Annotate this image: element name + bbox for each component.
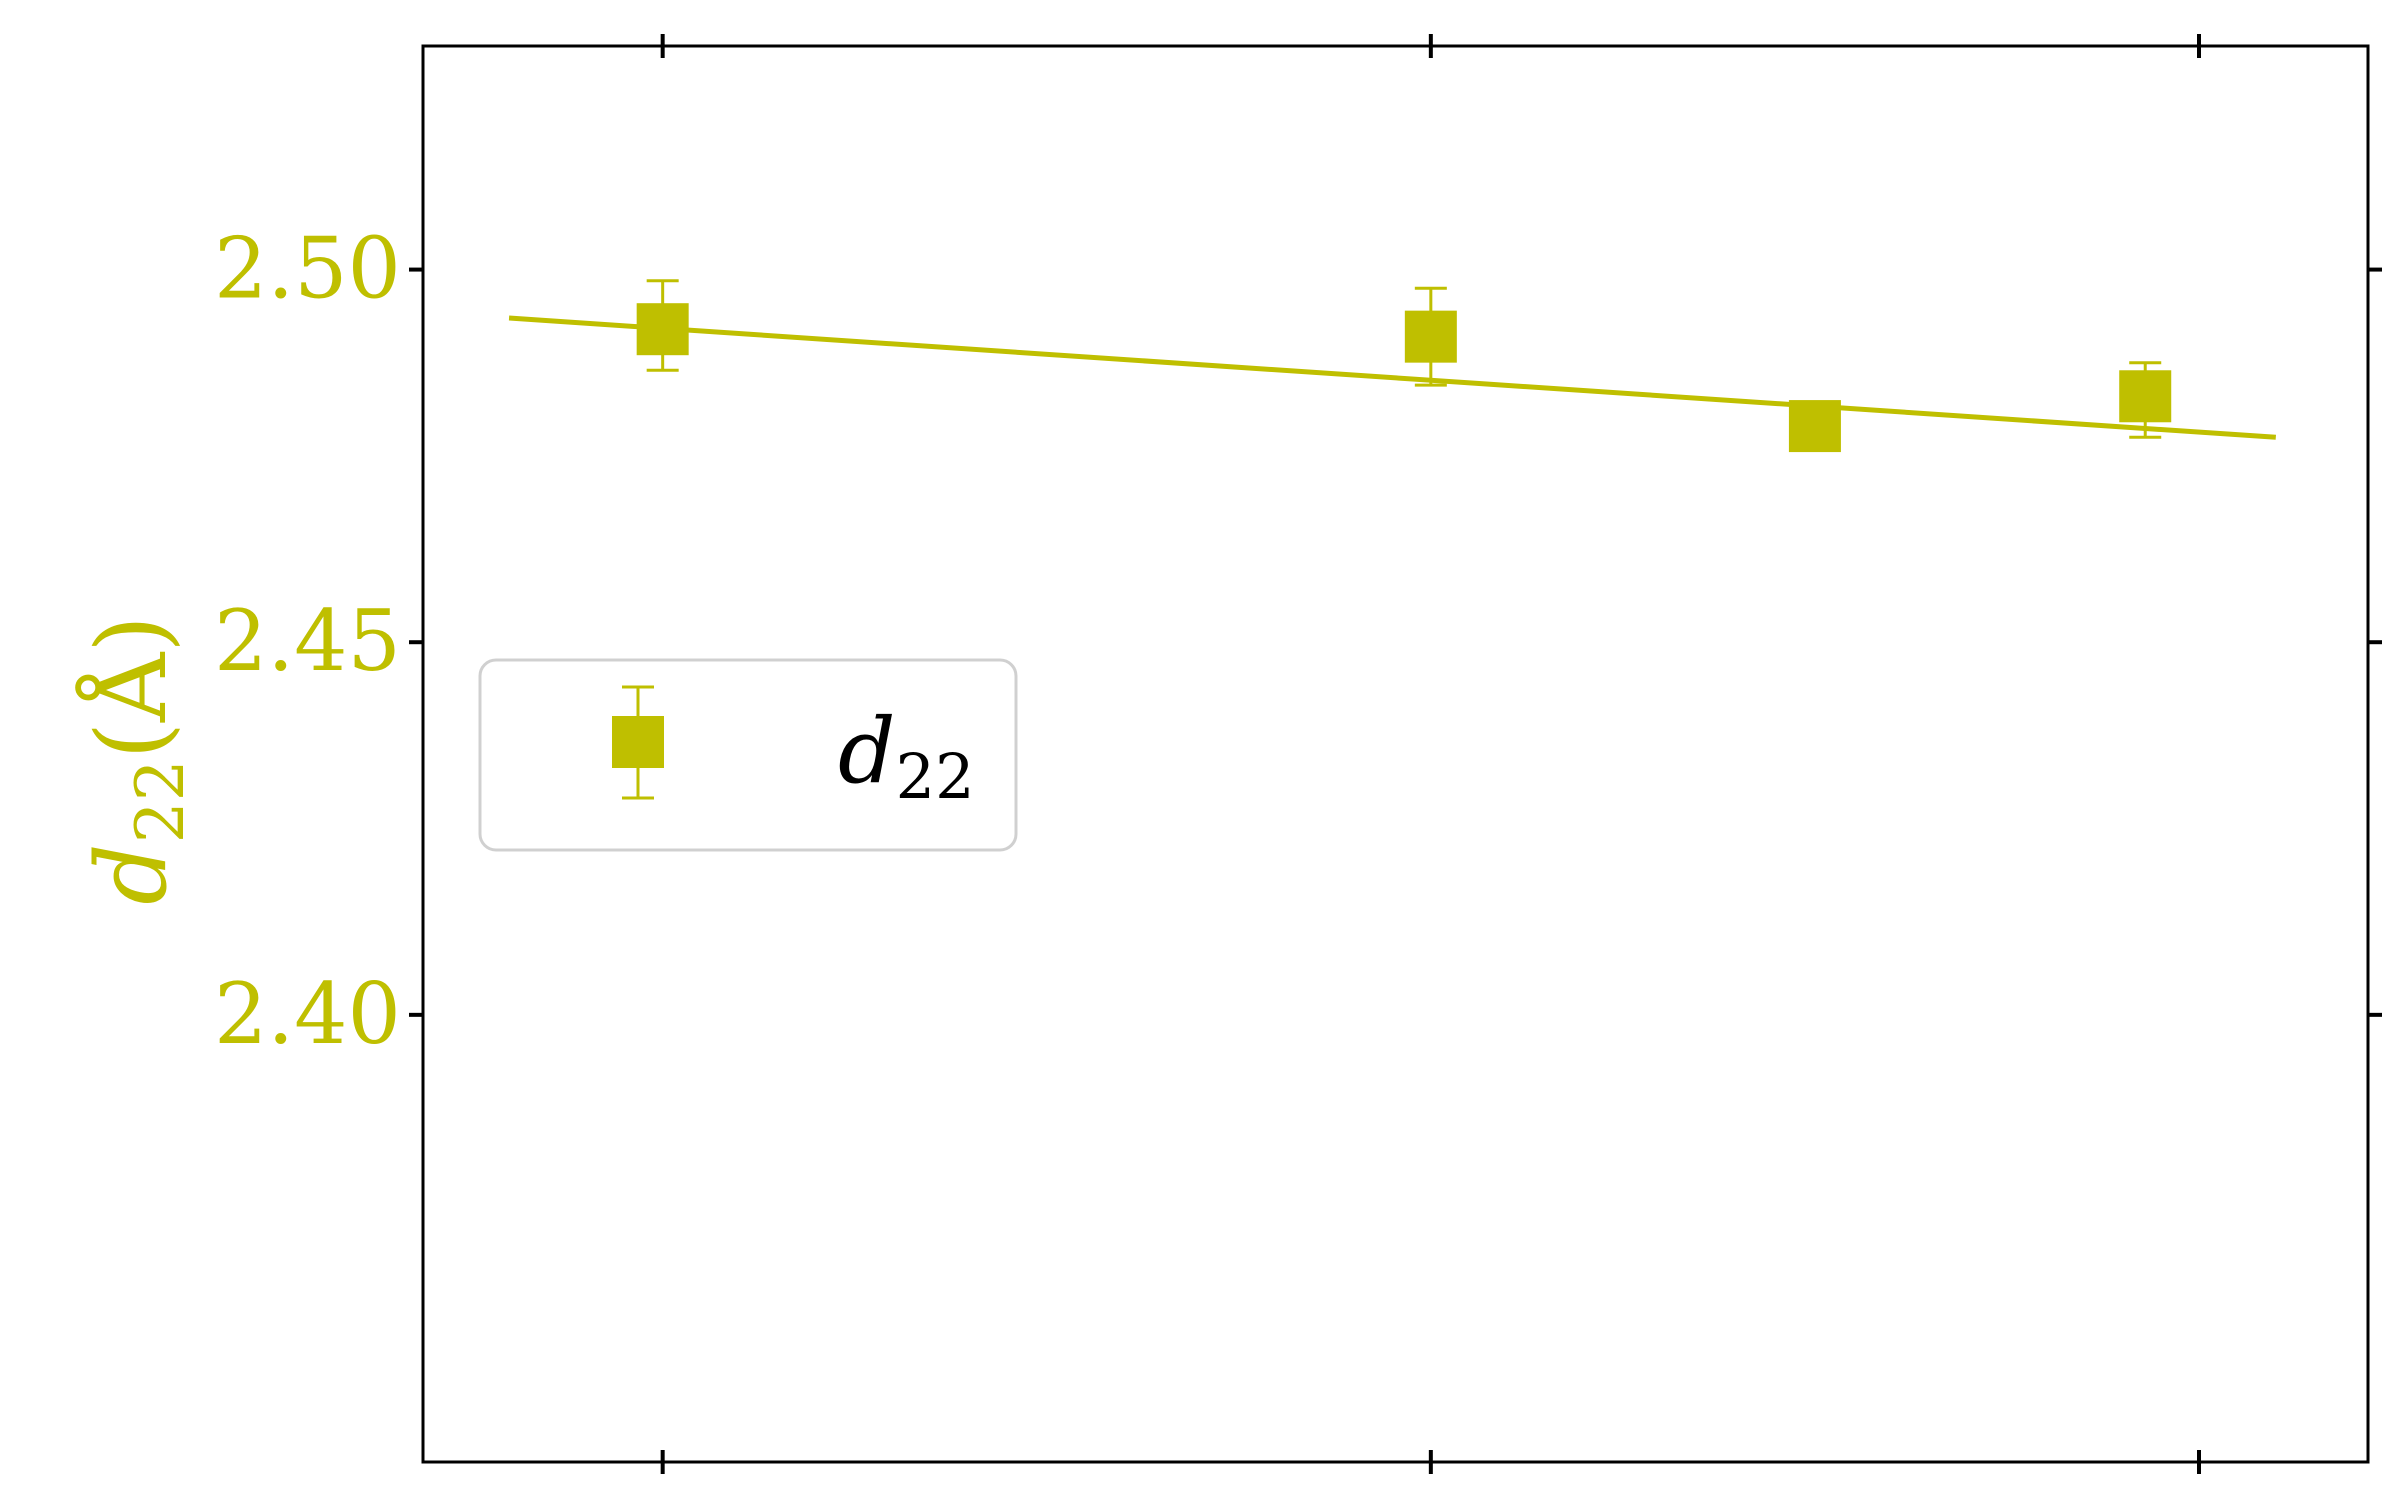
y-tick-label: 2.50 bbox=[214, 220, 401, 318]
legend-label: d22 bbox=[838, 699, 975, 813]
legend: d22 bbox=[478, 658, 1018, 852]
plot-area: 2.40 2.45 2.50 bbox=[214, 34, 2382, 1474]
legend-box bbox=[478, 658, 1018, 852]
plot-frame bbox=[421, 44, 2370, 1464]
axis-ticks bbox=[409, 34, 2382, 1474]
y-tick-label: 2.45 bbox=[214, 592, 401, 690]
fit-line-group bbox=[508, 315, 2276, 440]
legend-label-main: d bbox=[838, 699, 896, 804]
data-point bbox=[1404, 286, 1457, 387]
y-axis-label-main: d bbox=[76, 843, 188, 904]
data-point bbox=[1788, 400, 1841, 453]
y-axis-label: d22(Å) bbox=[76, 615, 199, 905]
square-marker bbox=[1404, 310, 1457, 363]
data-points bbox=[636, 279, 2172, 453]
square-marker bbox=[2119, 370, 2172, 423]
data-point bbox=[2119, 361, 2172, 439]
legend-marker bbox=[612, 685, 664, 800]
fit-line bbox=[508, 315, 2276, 440]
y-axis-label-subscript: 22 bbox=[122, 759, 199, 843]
y-tick-label: 2.40 bbox=[214, 965, 401, 1063]
square-marker bbox=[1788, 400, 1841, 453]
data-point bbox=[636, 279, 689, 372]
y-axis-label-unit: (Å) bbox=[76, 615, 188, 759]
legend-label-subscript: 22 bbox=[896, 740, 975, 813]
square-marker bbox=[636, 303, 689, 356]
legend-square-marker bbox=[612, 716, 664, 768]
y-tick-labels: 2.40 2.45 2.50 bbox=[214, 220, 401, 1063]
